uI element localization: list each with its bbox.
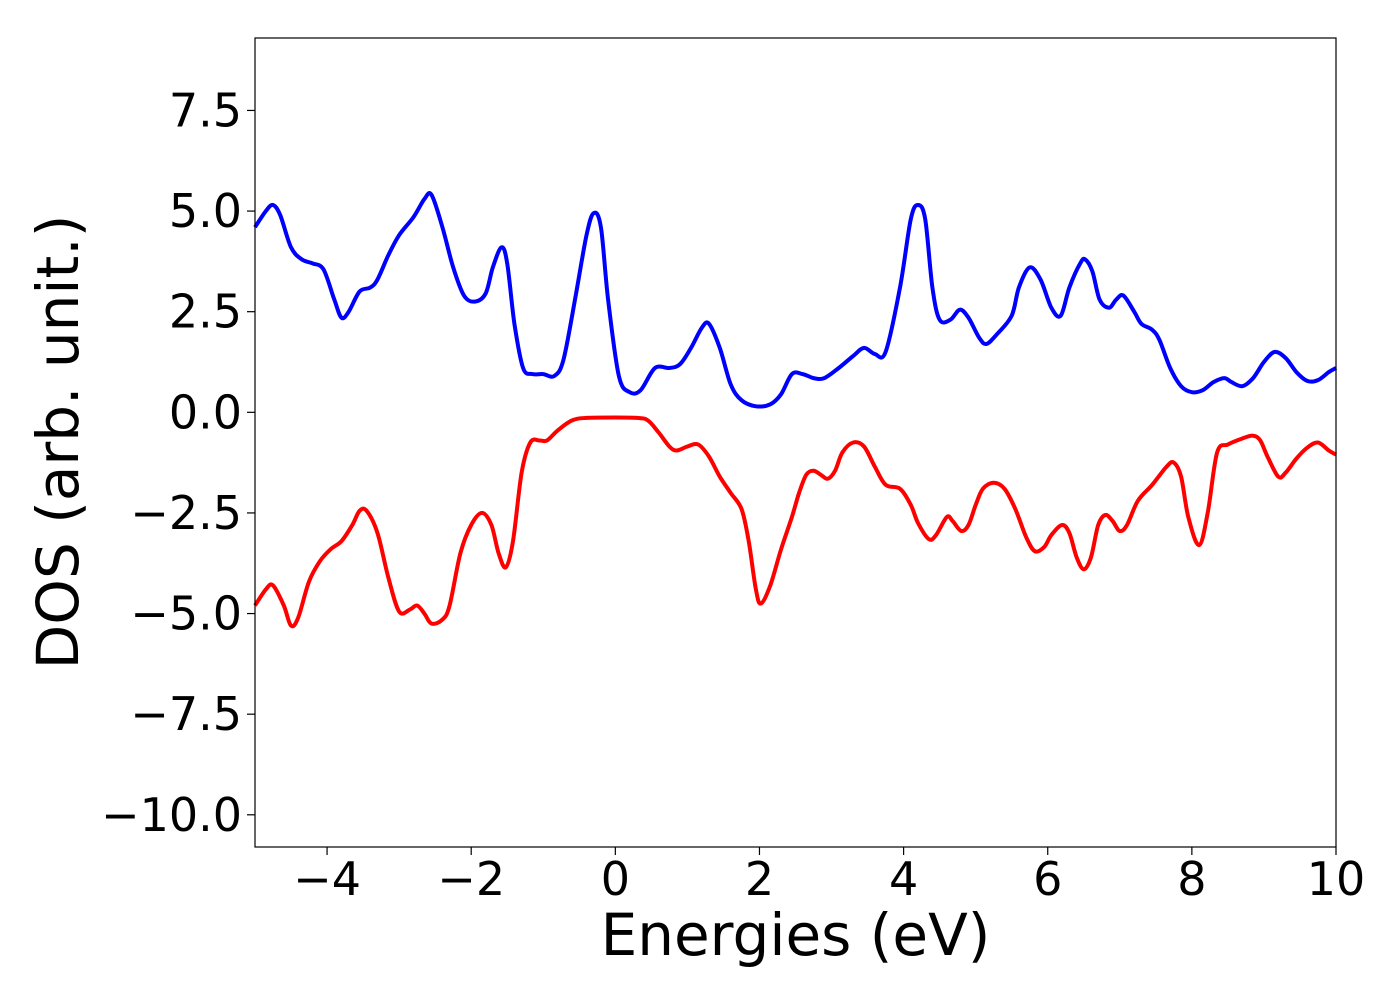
y-axis-label: DOS (arb. unit.) [24, 215, 92, 670]
series-line-1 [253, 191, 1338, 409]
x-tick-label: 6 [1033, 852, 1062, 906]
y-tick-label: −5.0 [130, 587, 242, 641]
plot-frame [254, 37, 1337, 848]
x-tick-label: 10 [1307, 852, 1366, 906]
series-lines [253, 191, 1338, 629]
x-tick-label: 0 [601, 852, 630, 906]
y-tick-label: 2.5 [169, 285, 242, 339]
x-tick-label: 2 [745, 852, 774, 906]
y-tick-label: 5.0 [169, 184, 242, 238]
y-tick-label: 0.0 [169, 385, 242, 439]
x-axis: −4 −2 0 2 4 6 8 10 [293, 847, 1365, 906]
x-tick-label: 4 [889, 852, 918, 906]
y-tick-label: −10.0 [101, 788, 242, 842]
y-tick-label: −2.5 [130, 486, 242, 540]
y-axis: 7.5 5.0 2.5 0.0 −2.5 −5.0 −7.5 −10.0 [101, 83, 255, 842]
x-tick-label: −4 [293, 852, 361, 906]
series-line-2 [253, 415, 1338, 629]
x-tick-label: 8 [1177, 852, 1206, 906]
x-tick-label: −2 [437, 852, 505, 906]
y-tick-label: 7.5 [169, 83, 242, 137]
x-axis-label: Energies (eV) [601, 901, 991, 969]
y-tick-label: −7.5 [130, 687, 242, 741]
